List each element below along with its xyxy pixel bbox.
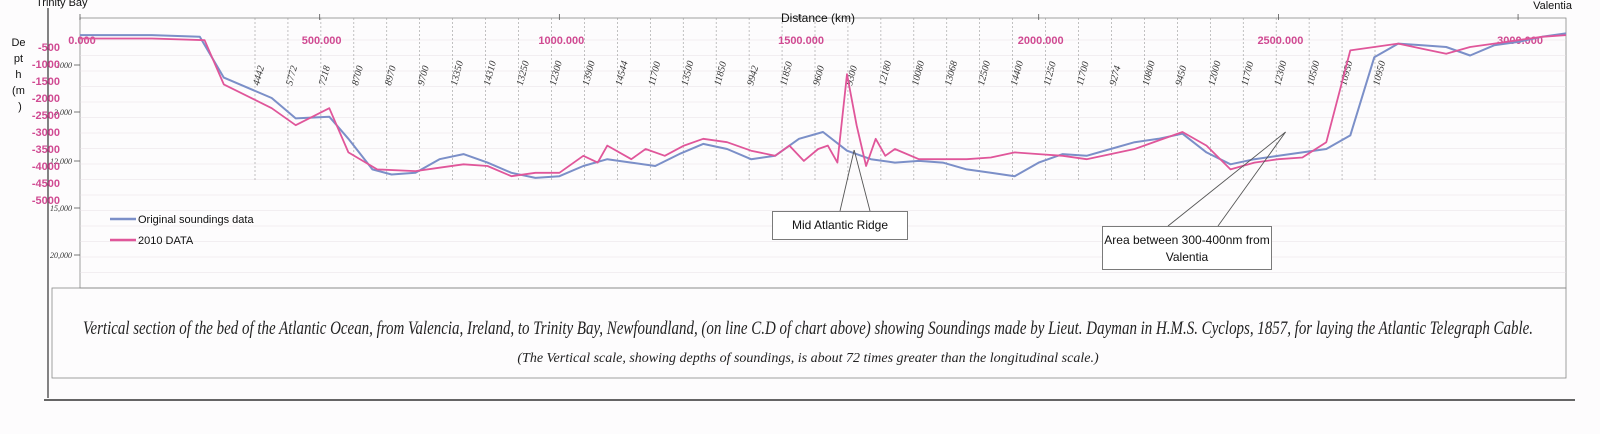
sounding-depth-label: 13350 [449, 60, 466, 87]
sounding-depth-label: 14310 [482, 60, 499, 87]
y-tick-label: -500 [38, 42, 60, 54]
sounding-depth-label: 4442 [251, 65, 267, 87]
legend: Original soundings data 2010 DATA [110, 214, 254, 247]
sounding-depth-label: 13068 [943, 60, 960, 87]
sounding-depth-label: 10950 [1371, 60, 1388, 87]
y-tick-label: -1500 [32, 76, 60, 88]
sounding-depth-label: 9600 [811, 65, 827, 87]
sounding-depth-label: 12300 [548, 60, 565, 87]
right-endpoint-label: Valentia [1533, 0, 1573, 12]
sounding-depth-label: 11700 [1075, 60, 1092, 86]
sounding-depth-label: 9274 [1108, 65, 1124, 87]
sounding-depth-label: 9450 [1174, 65, 1190, 87]
annotation-pointer [1167, 131, 1286, 227]
sounding-depth-label: 12180 [877, 60, 894, 87]
left-endpoint-label: Trinity Bay [36, 0, 88, 9]
sounding-depth-label: 14544 [614, 60, 631, 87]
x-tick-label: 1500.000 [778, 35, 824, 47]
sounding-depth-label: 14400 [1009, 60, 1026, 87]
annotation-mid-atlantic-ridge: Mid Atlantic Ridge [772, 211, 908, 240]
sounding-depth-label: 12500 [976, 60, 993, 87]
sounding-depth-label: 8700 [350, 65, 366, 87]
legacy-scale-label: 3,000 [53, 108, 72, 117]
y-axis-ticks: -500 -1000 -1500 -2000 -2500 -3000 -3500 -4000 -… [32, 42, 60, 207]
annotation-pointer [853, 149, 871, 212]
sounding-depth-label: 13250 [515, 60, 532, 87]
y-tick-label: -2000 [32, 93, 60, 105]
x-tick-label: 0.000 [68, 35, 96, 47]
sounding-depth-label: 13900 [581, 60, 598, 87]
chart-title: Distance (km) [781, 11, 855, 25]
annotation-pointers [839, 131, 1286, 227]
sounding-depth-label: 12000 [1207, 60, 1224, 87]
sounding-depth-label: 9700 [416, 65, 432, 87]
sounding-depth-label: 11700 [1240, 60, 1257, 86]
series-line-original-soundings [80, 32, 1567, 179]
sounding-depth-label: 10800 [1141, 60, 1158, 87]
sounding-depth-label: 13500 [680, 60, 697, 87]
series-lines [80, 32, 1567, 179]
subcaption: (The Vertical scale, showing depths of s… [517, 351, 1099, 366]
legacy-scale-label: 20,000 [50, 251, 72, 260]
sounding-depth-label: 5772 [284, 65, 300, 87]
sounding-depth-label: 11250 [1042, 60, 1059, 86]
y-tick-label: -3000 [32, 127, 60, 139]
legacy-scale-label: 1000 [56, 61, 72, 70]
sounding-depth-label: 8970 [383, 65, 399, 87]
y-axis-label-part: pt [14, 53, 23, 65]
sounding-depth-label: 12300 [1272, 60, 1289, 87]
y-tick-label: -1000 [32, 59, 60, 71]
caption-frame [51, 287, 1567, 379]
x-tick-label: 1000.000 [538, 35, 584, 47]
plot-frame [79, 17, 1567, 289]
sounding-depth-label: 10080 [910, 60, 927, 87]
caption: Vertical section of the bed of the Atlan… [83, 318, 1533, 339]
sounding-depth-label: 11700 [647, 60, 664, 86]
y-tick-label: -4500 [32, 178, 60, 190]
y-axis-label-part: h [15, 69, 21, 81]
legend-label-2010: 2010 DATA [138, 235, 194, 247]
legacy-depth-scale: 1000 3,000 12,000 15,000 20,000 [50, 61, 80, 260]
x-tick-label: 500.000 [302, 35, 342, 47]
series-line-2010-data [80, 34, 1567, 178]
x-tick-label: 2000.000 [1018, 35, 1064, 47]
annotation-pointer [839, 149, 855, 212]
legacy-scale-label: 15,000 [50, 204, 72, 213]
x-tick-label: 2500.000 [1257, 35, 1303, 47]
y-axis-label-part: De [11, 37, 25, 49]
y-axis-label-part: ) [18, 101, 22, 113]
sounding-depth-label: 10500 [1305, 60, 1322, 87]
sounding-depth-label: 9942 [745, 65, 761, 87]
y-tick-label: -5000 [32, 195, 60, 207]
annotation-area-300-400nm: Area between 300-400nm from Valentia [1102, 226, 1272, 270]
legacy-scale-label: 12,000 [50, 157, 72, 166]
sounding-depth-label: 7218 [317, 65, 333, 87]
sounding-depth-label: 11850 [712, 60, 729, 86]
y-axis-label-part: (m [12, 85, 25, 97]
y-tick-label: -4000 [32, 161, 60, 173]
y-tick-label: -3500 [32, 144, 60, 156]
legend-label-original: Original soundings data [138, 214, 254, 226]
annotation-pointer [1217, 131, 1286, 227]
sounding-depth-label: 11850 [778, 60, 795, 86]
y-axis-label: De pt h (m ) [11, 37, 28, 113]
y-tick-label: -2500 [32, 110, 60, 122]
